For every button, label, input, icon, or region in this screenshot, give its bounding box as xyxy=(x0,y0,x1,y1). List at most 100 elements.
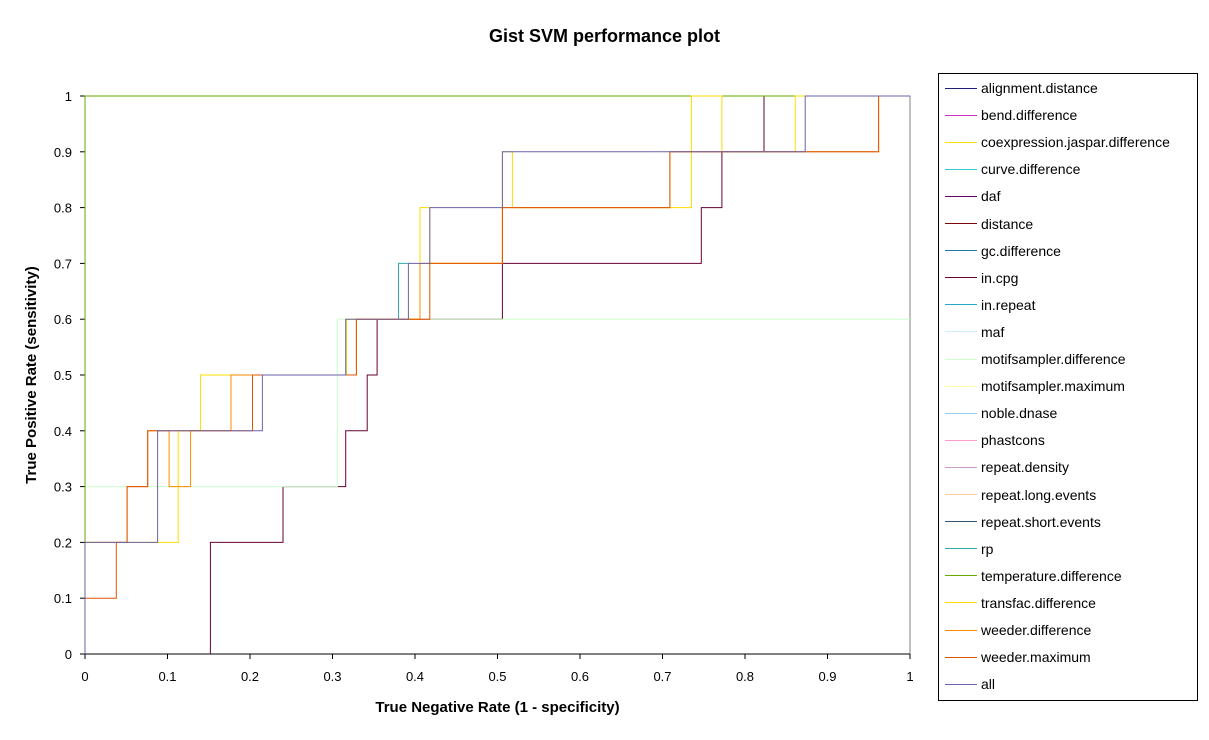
legend-item: bend.difference xyxy=(945,105,1077,125)
legend-swatch xyxy=(945,87,977,89)
legend-swatch xyxy=(945,304,977,306)
legend-label: repeat.long.events xyxy=(981,486,1097,503)
legend-item: alignment.distance xyxy=(945,78,1098,98)
legend-item: maf xyxy=(945,322,1004,342)
legend-label: bend.difference xyxy=(981,107,1078,124)
y-tick-label: 1 xyxy=(65,89,72,104)
legend-label: noble.dnase xyxy=(981,405,1058,422)
legend-swatch xyxy=(945,250,977,252)
y-axis-label: True Positive Rate (sensitivity) xyxy=(23,266,40,484)
y-tick-label: 0.5 xyxy=(54,368,72,383)
legend-item: coexpression.jaspar.difference xyxy=(945,132,1170,152)
legend-label: daf xyxy=(981,188,1001,205)
legend-swatch xyxy=(945,683,977,685)
x-axis-ticks: 0 0.1 0.2 0.3 0.4 0.5 0.6 0.7 0.8 0.9 1 xyxy=(81,654,914,684)
y-tick-label: 0.8 xyxy=(54,201,72,216)
legend-swatch xyxy=(945,277,977,279)
y-tick-label: 0.4 xyxy=(54,424,72,439)
legend-swatch xyxy=(945,439,977,441)
chart-title: Gist SVM performance plot xyxy=(488,26,721,46)
legend-swatch xyxy=(945,331,977,333)
legend-label: distance xyxy=(981,215,1034,232)
legend-swatch xyxy=(945,385,977,387)
x-tick-label: 0.9 xyxy=(818,669,836,684)
legend-label: phastcons xyxy=(981,432,1045,449)
y-tick-label: 0.7 xyxy=(54,256,72,271)
legend-item: all xyxy=(945,674,995,694)
legend-label: motifsampler.difference xyxy=(981,351,1126,367)
legend-swatch xyxy=(945,521,977,523)
legend-swatch xyxy=(945,656,977,658)
legend-item: motifsampler.maximum xyxy=(945,376,1125,396)
legend-item: distance xyxy=(945,214,1033,234)
y-axis-ticks: 0 0.1 0.2 0.3 0.4 0.5 0.6 0.7 0.8 0.9 1 xyxy=(54,89,85,662)
x-tick-label: 0.5 xyxy=(488,669,506,684)
y-tick-label: 0 xyxy=(65,647,72,662)
legend-label: in.cpg xyxy=(981,269,1019,286)
legend-swatch xyxy=(945,548,977,550)
x-tick-label: 0.7 xyxy=(653,669,671,684)
legend-item: curve.difference xyxy=(945,159,1080,179)
x-tick-label: 0.1 xyxy=(158,669,176,684)
legend-label: rp xyxy=(981,540,994,557)
legend-swatch xyxy=(945,358,977,360)
legend-swatch xyxy=(945,168,977,170)
x-tick-label: 0.6 xyxy=(571,669,589,684)
legend-swatch xyxy=(945,494,977,495)
legend-item: gc.difference xyxy=(945,241,1061,261)
legend-label: repeat.density xyxy=(981,459,1069,476)
legend-label: weeder.maximum xyxy=(981,649,1091,666)
y-tick-label: 0.2 xyxy=(54,535,72,550)
legend-item: repeat.short.events xyxy=(945,512,1101,532)
legend-label: transfac.difference xyxy=(981,594,1096,611)
legend-label: gc.difference xyxy=(981,242,1061,259)
legend-item: weeder.maximum xyxy=(945,647,1091,667)
y-tick-label: 0.3 xyxy=(54,480,72,495)
legend-item: phastcons xyxy=(945,430,1045,450)
legend-item: rp xyxy=(945,539,993,559)
y-tick-label: 0.9 xyxy=(54,145,72,160)
legend-swatch xyxy=(945,195,977,197)
legend-label: motifsampler.maximum xyxy=(981,378,1125,395)
legend-label: maf xyxy=(981,323,1005,340)
legend-swatch xyxy=(945,466,977,468)
x-tick-label: 0.8 xyxy=(736,669,754,684)
legend-label: repeat.short.events xyxy=(981,513,1101,530)
legend-item: weeder.difference xyxy=(945,620,1091,640)
series-line-weeder-maximum xyxy=(84,95,910,654)
x-axis-label: True Negative Rate (1 - specificity) xyxy=(375,699,620,716)
series-line-temperature-difference xyxy=(84,95,910,654)
legend-swatch xyxy=(945,114,977,116)
legend-item: in.cpg xyxy=(945,268,1018,288)
legend-swatch xyxy=(945,575,977,577)
legend-label: weeder.difference xyxy=(981,622,1092,638)
legend-label: alignment.distance xyxy=(981,80,1098,96)
legend-label: in.repeat xyxy=(981,296,1036,313)
legend-item: temperature.difference xyxy=(945,566,1122,586)
legend-item: repeat.long.events xyxy=(945,485,1096,505)
x-tick-label: 1 xyxy=(906,669,913,684)
legend-item: daf xyxy=(945,186,1000,206)
legend-item: repeat.density xyxy=(945,457,1069,477)
legend-swatch xyxy=(945,629,977,631)
legend-item: in.repeat xyxy=(945,295,1035,315)
legend-item: transfac.difference xyxy=(945,593,1096,613)
legend-swatch xyxy=(945,412,977,414)
legend-label: temperature.difference xyxy=(981,567,1122,584)
x-tick-label: 0 xyxy=(81,669,88,684)
y-tick-label: 0.6 xyxy=(54,312,72,327)
legend-swatch xyxy=(945,141,977,143)
legend-swatch xyxy=(945,602,977,604)
legend-item: noble.dnase xyxy=(945,403,1057,423)
series-line-rp xyxy=(398,262,409,320)
legend-label: coexpression.jaspar.difference xyxy=(981,134,1170,151)
series-lines xyxy=(84,95,910,654)
x-tick-label: 0.2 xyxy=(241,669,259,684)
legend-label: all xyxy=(981,676,996,693)
series-line-all xyxy=(84,95,910,654)
x-tick-label: 0.4 xyxy=(406,669,424,684)
legend-label: curve.difference xyxy=(981,161,1081,178)
y-tick-label: 0.1 xyxy=(54,591,72,606)
legend-item: motifsampler.difference xyxy=(945,349,1125,369)
